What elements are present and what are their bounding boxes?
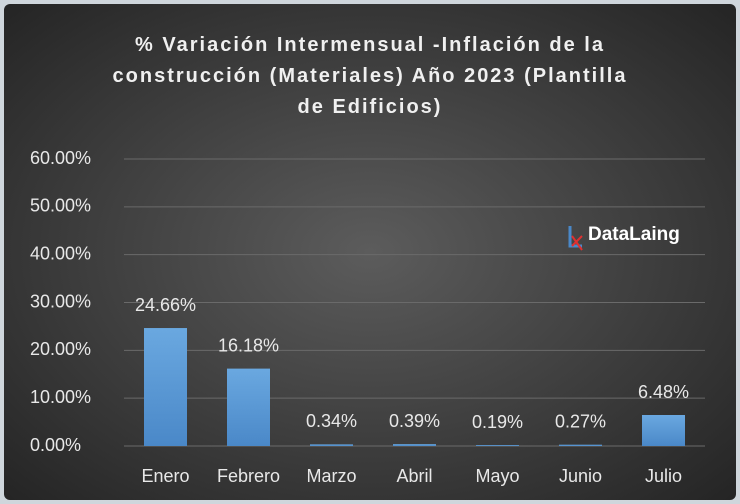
bar bbox=[559, 444, 602, 446]
y-tick-label: 20.00% bbox=[30, 339, 91, 359]
bar bbox=[642, 415, 685, 446]
value-label: 16.18% bbox=[218, 335, 279, 355]
bar bbox=[227, 368, 270, 446]
y-tick-label: 0.00% bbox=[30, 435, 81, 455]
logo-icon bbox=[568, 226, 583, 251]
x-tick-label: Junio bbox=[559, 466, 602, 486]
bar bbox=[476, 445, 519, 446]
x-tick-label: Julio bbox=[645, 466, 682, 486]
value-label: 0.34% bbox=[306, 411, 357, 431]
value-label: 0.27% bbox=[555, 411, 606, 431]
bar bbox=[393, 444, 436, 446]
y-tick-label: 60.00% bbox=[30, 148, 91, 168]
y-tick-label: 40.00% bbox=[30, 243, 91, 263]
x-tick-label: Marzo bbox=[306, 466, 356, 486]
y-tick-label: 30.00% bbox=[30, 291, 91, 311]
value-label: 0.19% bbox=[472, 412, 523, 432]
logo-text: DataLaing bbox=[588, 224, 680, 245]
value-label: 6.48% bbox=[638, 382, 689, 402]
x-tick-label: Abril bbox=[396, 466, 432, 486]
y-tick-label: 10.00% bbox=[30, 387, 91, 407]
chart-title: % Variación Intermensual -Inflación de l… bbox=[112, 34, 628, 118]
bar bbox=[144, 328, 187, 446]
x-tick-label: Febrero bbox=[217, 466, 280, 486]
bar bbox=[310, 444, 353, 446]
x-tick-label: Mayo bbox=[475, 466, 519, 486]
x-tick-label: Enero bbox=[141, 466, 189, 486]
value-label: 0.39% bbox=[389, 411, 440, 431]
value-label: 24.66% bbox=[135, 295, 196, 315]
y-tick-label: 50.00% bbox=[30, 196, 91, 216]
